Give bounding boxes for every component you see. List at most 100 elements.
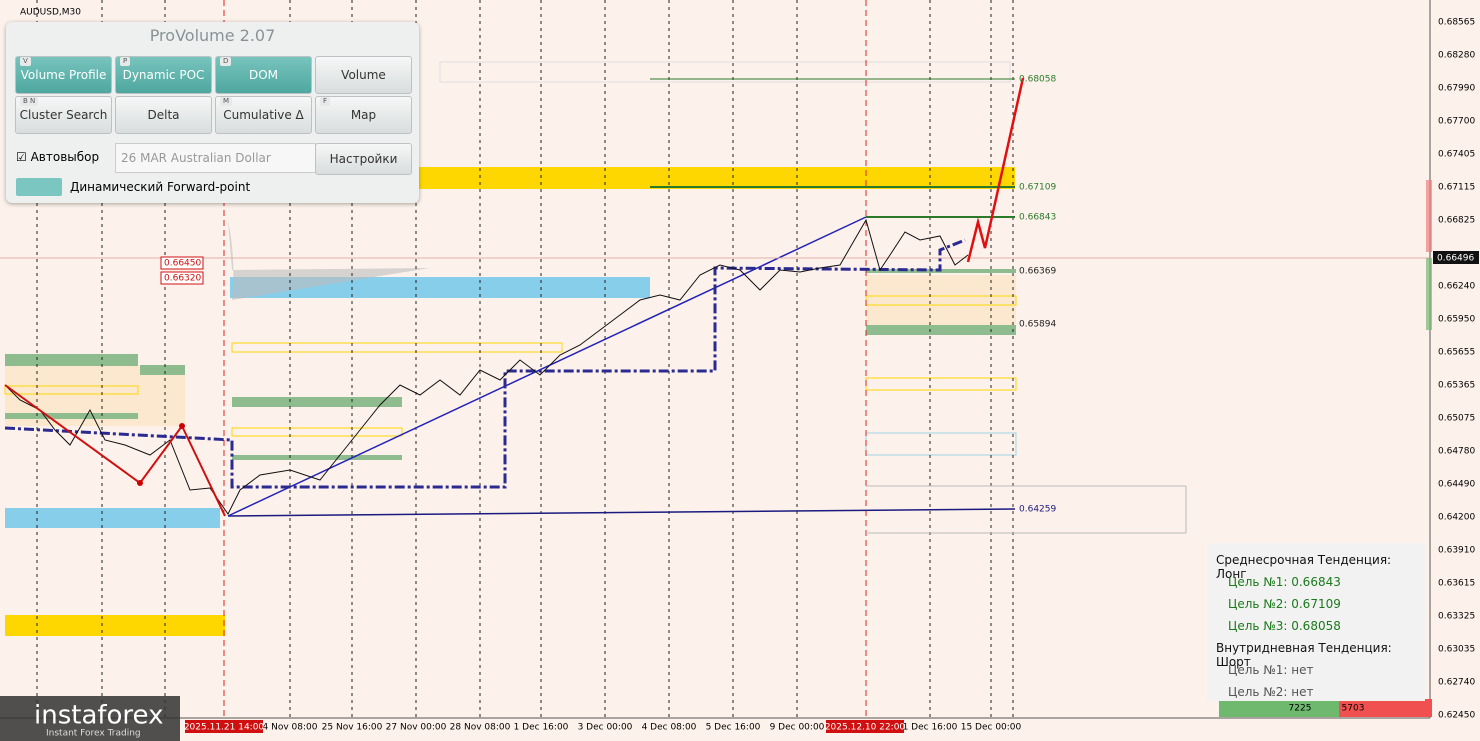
price-tick: 0.62450 xyxy=(1438,711,1475,721)
time-marker: 2025.12.10 22:00 xyxy=(825,723,906,733)
time-tick: 27 Nov 00:00 xyxy=(386,723,447,733)
info-line: Внутридневная Тенденция: Шорт xyxy=(1216,641,1392,669)
button-label: Dynamic POC xyxy=(122,68,205,82)
button-label: Cumulative Δ xyxy=(223,108,304,122)
panel-button[interactable]: B N Cluster Search xyxy=(15,96,112,134)
button-label: Delta xyxy=(147,108,180,122)
time-tick: 4 Nov 08:00 xyxy=(263,723,318,733)
info-line: Среднесрочная Тенденция: Лонг xyxy=(1216,553,1392,581)
left-label: 0.66320 xyxy=(164,274,201,284)
button-key: F xyxy=(320,97,331,106)
buy-volume: 7225 xyxy=(1289,704,1312,714)
left-label-box xyxy=(160,256,204,270)
panel-button[interactable]: M Cumulative Δ xyxy=(215,96,312,134)
price-tick: 0.65075 xyxy=(1438,414,1475,424)
level-label: 0.66369 xyxy=(1019,267,1056,277)
price-axis-bg xyxy=(1430,0,1480,741)
level-label: 0.65894 xyxy=(1019,320,1056,330)
time-tick: 5 Dec 16:00 xyxy=(706,723,761,733)
price-tick: 0.64780 xyxy=(1438,447,1475,457)
info-line: Цель №1: нет xyxy=(1228,663,1314,677)
panel-button[interactable]: P Dynamic POC xyxy=(115,56,212,94)
time-tick: 9 Dec 00:00 xyxy=(770,723,825,733)
auto-select-label: Автовыбор xyxy=(30,150,100,164)
logo: instaforex xyxy=(34,701,163,731)
button-label: Volume xyxy=(341,68,386,82)
panel-title: ProVolume 2.07 xyxy=(149,26,276,45)
button-label: DOM xyxy=(248,68,279,82)
forecast xyxy=(966,77,1025,263)
instrument-select[interactable]: 26 MAR Australian Dollar xyxy=(115,143,316,173)
price-tick: 0.63325 xyxy=(1438,612,1475,622)
symbol: AUDUSD,M30 xyxy=(20,8,81,18)
toggle[interactable] xyxy=(16,178,62,196)
auto-select[interactable]: ☑ Автовыбор xyxy=(16,150,100,164)
zones xyxy=(4,61,1017,636)
levels xyxy=(0,78,1430,534)
button-key: V xyxy=(20,57,31,66)
time-tick: 1 Dec 16:00 xyxy=(903,723,958,733)
price-line xyxy=(4,218,969,515)
price-tick: 0.67700 xyxy=(1438,117,1475,127)
button-key: D xyxy=(220,57,232,66)
price-tick: 0.65365 xyxy=(1438,381,1475,391)
time-marker: 2025.11.21 14:00 xyxy=(184,723,265,733)
logo-tagline: Instant Forex Trading xyxy=(46,729,141,739)
price-tick: 0.66240 xyxy=(1438,282,1475,292)
panel-button[interactable]: Volume xyxy=(315,56,412,94)
button-label: Map xyxy=(350,108,377,122)
info-line: Цель №1: 0.66843 xyxy=(1228,575,1341,589)
price-tick: 0.62740 xyxy=(1438,678,1475,688)
price-tick: 0.63910 xyxy=(1438,546,1475,556)
current-price: 0.66496 xyxy=(1437,254,1474,264)
left-label-box xyxy=(160,271,204,285)
button-label: Cluster Search xyxy=(19,108,108,122)
time-tick: 4 Dec 08:00 xyxy=(642,723,697,733)
settings-button[interactable]: Настройки xyxy=(315,143,412,175)
button-key: M xyxy=(220,97,233,106)
price-tick: 0.68280 xyxy=(1438,51,1475,61)
panel-button[interactable]: D DOM xyxy=(215,56,312,94)
time-tick: 25 Nov 16:00 xyxy=(322,723,383,733)
provolume-panel: ProVolume 2.07 V Volume Profile P Dynamic P… xyxy=(6,22,419,203)
button-key: P xyxy=(120,57,131,66)
price-tick: 0.67990 xyxy=(1438,84,1475,94)
time-tick: 1 Dec 16:00 xyxy=(514,723,569,733)
price-tick: 0.65655 xyxy=(1438,348,1475,358)
panel-button[interactable]: F Map xyxy=(315,96,412,134)
info-line: Цель №2: нет xyxy=(1228,685,1314,699)
time-tick: 15 Dec 00:00 xyxy=(961,723,1022,733)
price-tick: 0.67115 xyxy=(1438,183,1475,193)
level-label: 0.68058 xyxy=(1019,75,1056,85)
price-tick: 0.67405 xyxy=(1438,150,1475,160)
price-tick: 0.64490 xyxy=(1438,480,1475,490)
price-tick: 0.64200 xyxy=(1438,513,1475,523)
time-tick: 28 Nov 08:00 xyxy=(450,723,511,733)
sell-volume: 5703 xyxy=(1342,704,1365,714)
price-tick: 0.68565 xyxy=(1438,18,1475,28)
info-line: Цель №2: 0.67109 xyxy=(1228,597,1341,611)
panel-button[interactable]: V Volume Profile xyxy=(15,56,112,94)
price-tick: 0.65950 xyxy=(1438,315,1475,325)
button-key: B N xyxy=(20,97,39,106)
price-tick: 0.66825 xyxy=(1438,216,1475,226)
info-line: Цель №3: 0.68058 xyxy=(1228,619,1341,633)
price-tick: 0.63615 xyxy=(1438,579,1475,589)
price-tick: 0.63035 xyxy=(1438,645,1475,655)
zigzag xyxy=(4,384,226,517)
left-label: 0.66450 xyxy=(164,259,201,269)
current-price-box xyxy=(1433,251,1479,264)
time-tick: 3 Dec 00:00 xyxy=(578,723,633,733)
time-marker-bg xyxy=(826,720,904,733)
zigzag-nodes xyxy=(137,423,185,486)
time-marker-bg xyxy=(185,720,263,733)
level-label: 0.66843 xyxy=(1019,213,1056,223)
info-box: Среднесрочная Тенденция: Лонг Цель №1: 0.… xyxy=(1207,543,1425,701)
panel-button[interactable]: Delta xyxy=(115,96,212,134)
level-label: 0.67109 xyxy=(1019,183,1056,193)
level-label: 0.64259 xyxy=(1019,505,1056,515)
forward-point-label: Динамический Forward-point xyxy=(70,180,251,194)
button-label: Volume Profile xyxy=(20,68,107,82)
